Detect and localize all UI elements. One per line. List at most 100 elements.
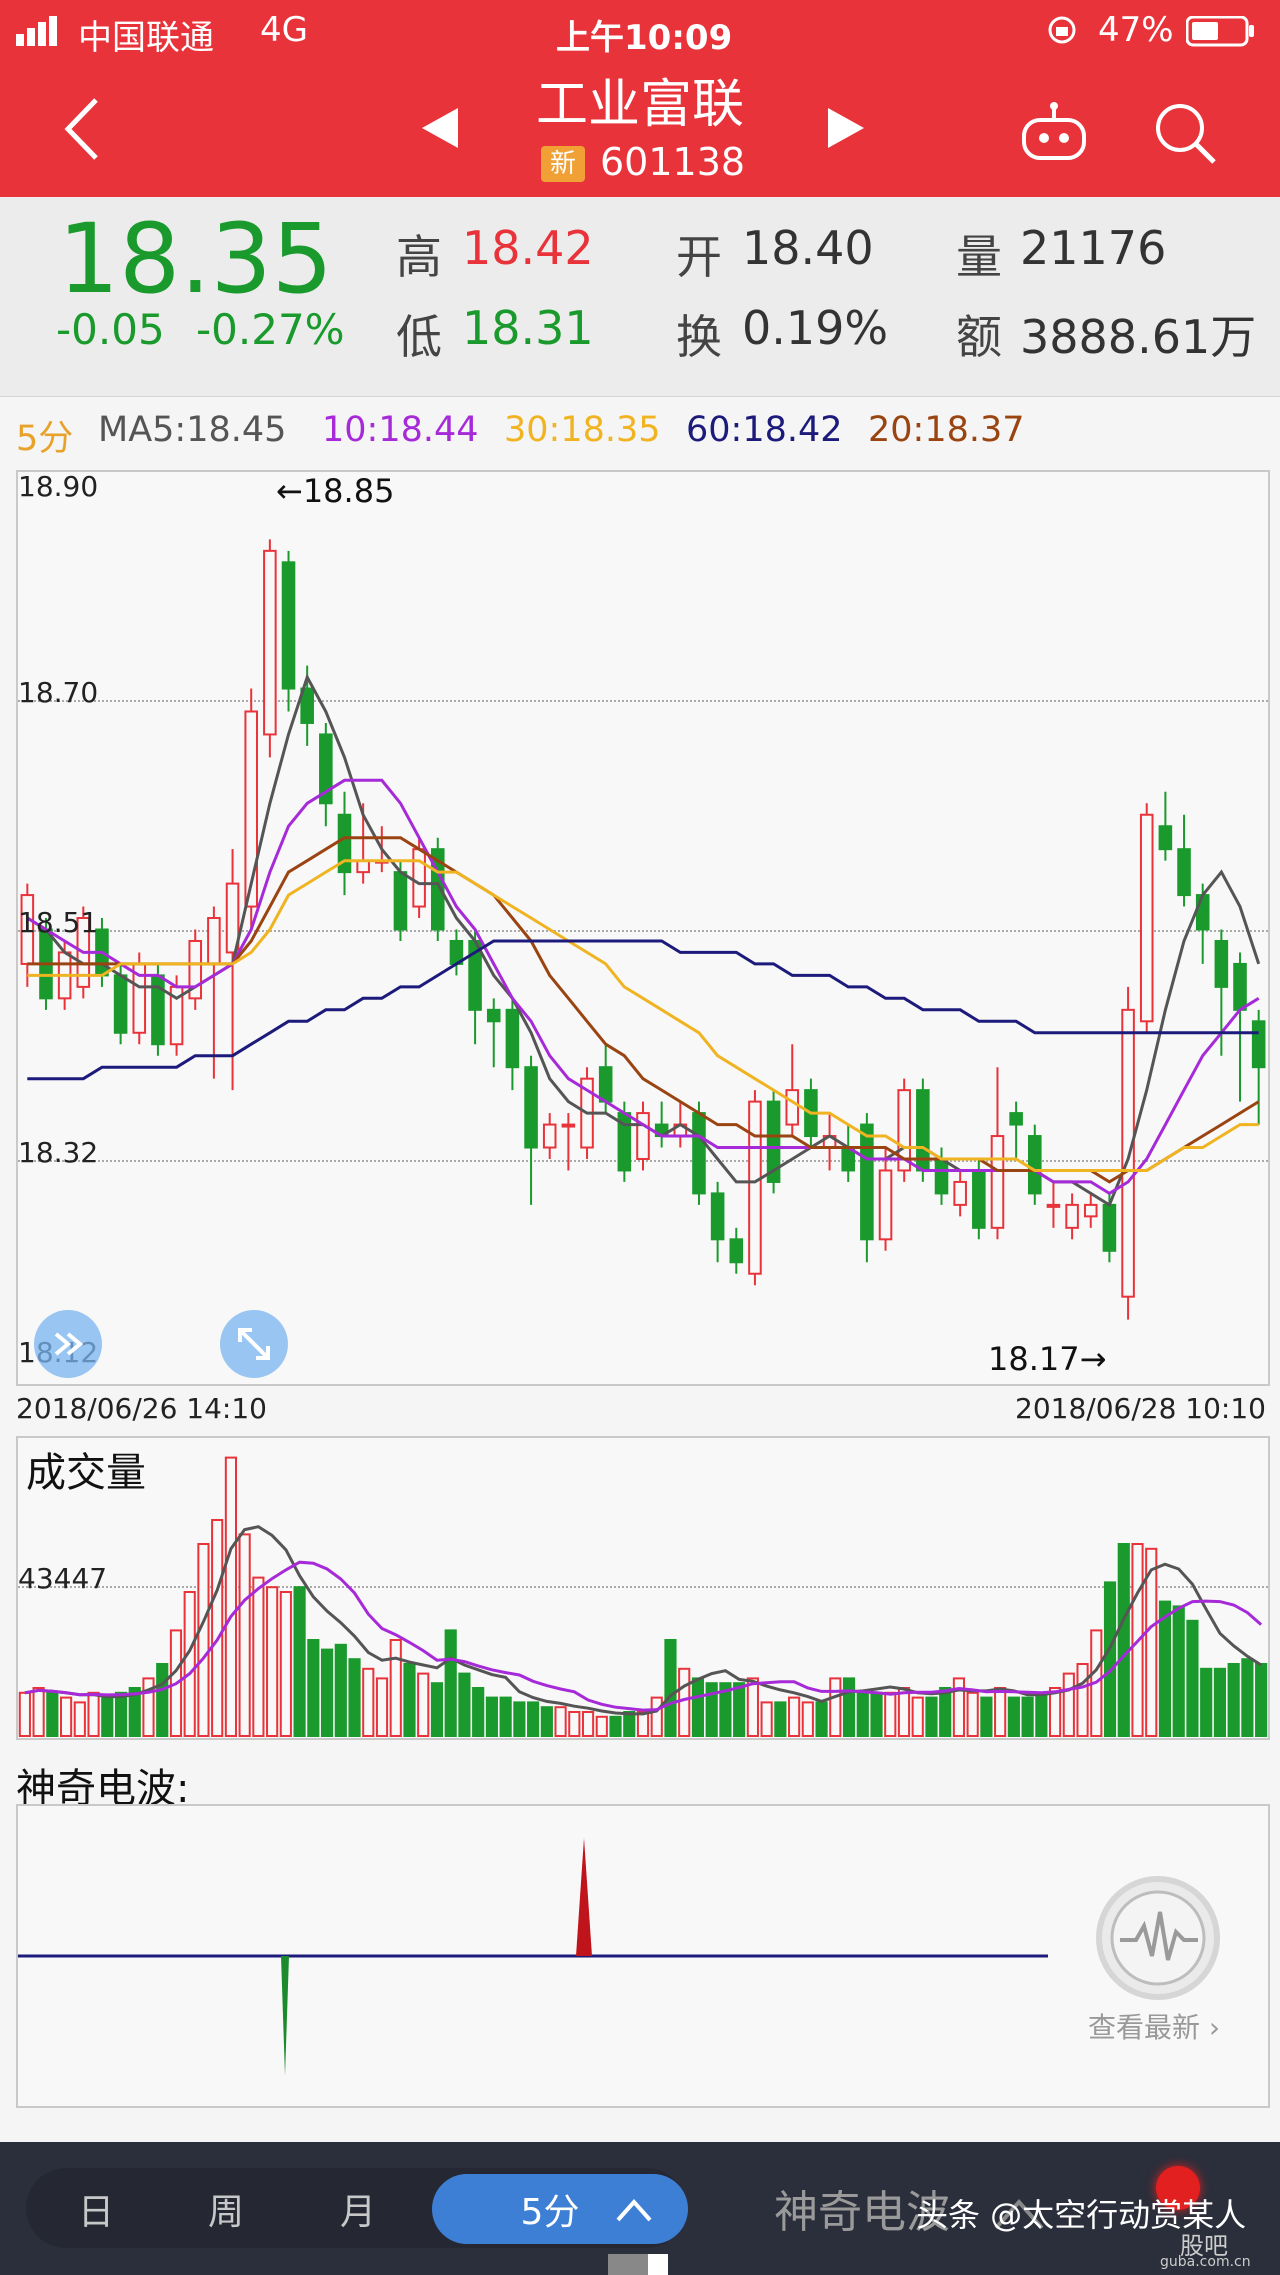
candle-up [207, 917, 221, 965]
turnover-label: 换 [676, 310, 722, 364]
volume-bar [746, 1677, 759, 1737]
candle-up [878, 1169, 893, 1241]
volume-chart[interactable]: 成交量 43447 [16, 1436, 1270, 1740]
volume-bar [252, 1576, 265, 1737]
volume-bar [774, 1701, 787, 1737]
ma60-line [27, 939, 1259, 1081]
candle-up [1139, 813, 1154, 1023]
volume-bar [1145, 1547, 1158, 1737]
volume-bar [884, 1691, 897, 1738]
y-label-4: 18.32 [18, 1136, 99, 1169]
volume-bar [1186, 1619, 1199, 1737]
min-price-annotation: 18.17→ [988, 1340, 1107, 1378]
tab-wave[interactable]: 神奇电波 [774, 2187, 950, 2238]
volume-bar [980, 1696, 993, 1738]
volume-bar [266, 1586, 279, 1737]
tab-day[interactable]: 日 [77, 2192, 114, 2233]
chevron-up-icon-secondary[interactable] [992, 2196, 1046, 2232]
robot-icon[interactable] [1018, 100, 1090, 164]
low-value: 18.31 [462, 301, 594, 355]
prev-triangle-icon[interactable] [418, 106, 460, 150]
candle-down [1102, 1203, 1117, 1252]
volume-bar [444, 1629, 457, 1737]
scroll-left-button[interactable] [34, 1310, 102, 1378]
candle-down [598, 1066, 613, 1103]
candle-up [1083, 1203, 1098, 1218]
latest-wave-label[interactable]: 查看最新 › [1088, 2011, 1221, 2044]
volume-bar [114, 1691, 128, 1738]
volume-bar [499, 1696, 512, 1738]
network-type: 4G [260, 10, 308, 50]
open-label: 开 [676, 230, 722, 284]
volume-ma5-line [24, 1525, 1262, 1716]
candle-up [636, 1112, 650, 1160]
ma10-value: 10:18.44 [322, 410, 479, 450]
volume-bar [183, 1591, 196, 1737]
tab-5min[interactable]: 5分 [520, 2192, 580, 2233]
candle-up [561, 1123, 576, 1128]
candle-down [486, 1008, 501, 1023]
home-indicator-right [648, 2254, 668, 2275]
kline-chart[interactable]: 18.90 18.70 18.51 18.32 18.12 ←18.85 18.… [16, 470, 1270, 1386]
volume-bar [568, 1711, 581, 1737]
kline-plot [20, 539, 1266, 1320]
volume-bar [1035, 1691, 1048, 1738]
candle-up [748, 1100, 762, 1275]
double-arrow-icon [54, 1332, 84, 1356]
tab-week[interactable]: 周 [207, 2192, 244, 2233]
volume-bar [101, 1696, 114, 1738]
next-triangle-icon[interactable] [826, 106, 868, 150]
volume-bar [691, 1677, 705, 1737]
candle-down [1158, 825, 1173, 851]
tab-month[interactable]: 月 [339, 2192, 376, 2233]
volume-y-label: 43447 [18, 1562, 108, 1595]
candle-up [356, 859, 370, 874]
latest-wave-button[interactable] [1096, 1876, 1220, 2000]
volume-bar [664, 1639, 677, 1737]
volume-bar [87, 1691, 100, 1738]
volume-bar [389, 1639, 402, 1737]
gridline [18, 1586, 1268, 1588]
max-price-annotation: ←18.85 [276, 472, 395, 510]
candle-up [1046, 1203, 1061, 1208]
ma5-value: MA5:18.45 [98, 410, 287, 450]
candle-down [934, 1157, 949, 1195]
current-price: 18.35 [58, 203, 333, 315]
candle-down [337, 813, 352, 874]
candle-down [1214, 939, 1229, 988]
wave-chart: 查看最新 › [16, 1804, 1270, 2108]
fullscreen-button[interactable] [220, 1310, 288, 1378]
volume-bar [897, 1687, 911, 1737]
new-badge: 新 [541, 146, 585, 182]
candle-up [785, 1089, 800, 1126]
candle-down [113, 974, 128, 1034]
chevron-up-icon[interactable] [614, 2194, 654, 2224]
ma30-line [27, 859, 1259, 1172]
volume-bar [293, 1586, 306, 1737]
volume-bar [733, 1682, 746, 1737]
period-label[interactable]: 5分 [16, 419, 74, 459]
volume-bar [609, 1715, 622, 1737]
candle-down [524, 1066, 538, 1149]
volume-bar [1076, 1663, 1089, 1737]
back-arrow-icon[interactable] [62, 96, 102, 162]
candle-down [1028, 1135, 1042, 1195]
gridline [18, 700, 1268, 702]
volume-bar [375, 1677, 389, 1737]
notification-dot[interactable] [1156, 2166, 1200, 2210]
candle-up [1121, 1008, 1135, 1298]
watermark-site: 股吧 [1180, 2232, 1228, 2260]
carrier-name: 中国联通 [78, 18, 214, 58]
volume-bar [279, 1591, 292, 1737]
wave-plot [18, 1838, 1048, 2076]
volume-bar [430, 1682, 444, 1737]
candle-down [505, 1008, 520, 1069]
volume-bar [678, 1667, 691, 1737]
volume-bar [842, 1677, 856, 1737]
volume-bar [554, 1706, 567, 1738]
volume-bar [197, 1543, 210, 1737]
search-icon[interactable] [1152, 100, 1218, 166]
volume-bar [939, 1687, 952, 1737]
volume-label: 量 [956, 230, 1002, 284]
volume-title: 成交量 [18, 1438, 154, 1500]
